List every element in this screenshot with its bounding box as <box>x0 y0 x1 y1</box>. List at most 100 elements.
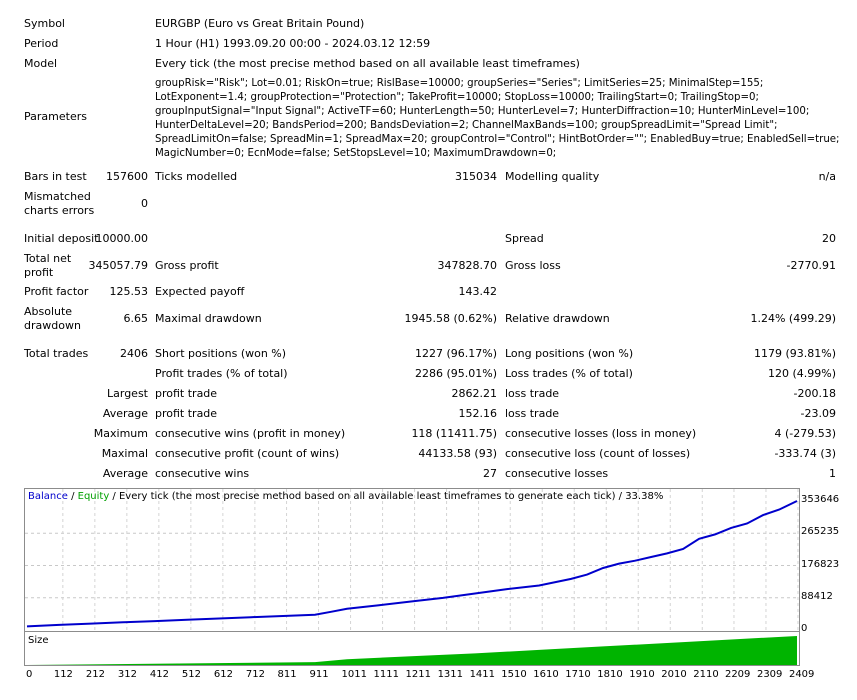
trades-label: Total trades <box>24 347 89 360</box>
mismatch-label-2: charts errors <box>24 204 95 217</box>
x-tick-label: 112 <box>53 669 73 680</box>
size-label: Size <box>28 635 49 646</box>
maximum-label: Maximum <box>93 427 148 440</box>
x-tick-label: 2309 <box>756 669 783 680</box>
short-value: 1227 (96.17%) <box>414 347 497 360</box>
spread-value: 20 <box>822 232 836 245</box>
bars-label: Bars in test <box>24 170 87 183</box>
x-tick-label: 1510 <box>501 669 527 680</box>
maxdd-value: 1945.58 (0.62%) <box>404 312 497 325</box>
y-tick-label: 0 <box>801 623 808 634</box>
x-tick-label: 312 <box>117 669 137 680</box>
x-tick-label: 1910 <box>629 669 655 680</box>
payoff-value: 143.42 <box>458 285 498 298</box>
average-profit-label: profit trade <box>155 407 218 420</box>
mismatch-label-1: Mismatched <box>24 190 91 203</box>
ticks-value: 315034 <box>455 170 497 183</box>
grossloss-value: -2770.91 <box>786 259 836 272</box>
y-tick-label: 88412 <box>801 590 833 602</box>
avg-wins-label: consecutive wins <box>155 467 250 480</box>
profittrades-label: Profit trades (% of total) <box>155 367 288 380</box>
maximal-profit-value: 44133.58 (93) <box>418 447 497 460</box>
symbol-label: Symbol <box>24 17 65 30</box>
legend-sep: / <box>67 491 78 502</box>
parameters-value: groupRisk="Risk"; Lot=0.01; RiskOn=true;… <box>155 78 840 159</box>
legend-equity: Equity <box>77 491 110 502</box>
quality-label: Modelling quality <box>505 170 600 183</box>
short-label: Short positions (won %) <box>155 347 287 360</box>
netprofit-label-2: profit <box>24 266 54 279</box>
profittrades-value: 2286 (95.01%) <box>414 367 497 380</box>
bars-value: 157600 <box>106 170 148 183</box>
long-label: Long positions (won %) <box>505 347 634 360</box>
losstrades-label: Loss trades (% of total) <box>505 367 633 380</box>
long-value: 1179 (93.81%) <box>753 347 836 360</box>
size-chart <box>24 631 800 666</box>
grossprofit-label: Gross profit <box>155 259 219 272</box>
chart-caption-rest: / Every tick (the most precise method ba… <box>109 491 664 502</box>
x-tick-label: 1311 <box>437 669 464 680</box>
avg-wins-value: 27 <box>483 467 497 480</box>
grossprofit-value: 347828.70 <box>437 259 498 272</box>
balance-chart <box>24 488 800 632</box>
x-tick-label: 1610 <box>533 669 559 680</box>
average-loss-label: loss trade <box>505 407 560 420</box>
x-tick-label: 1411 <box>469 669 496 680</box>
x-tick-label: 1810 <box>597 669 623 680</box>
x-tick-label: 212 <box>85 669 105 680</box>
maximal-profit-label: consecutive profit (count of wins) <box>155 447 340 460</box>
quality-value: n/a <box>818 170 836 183</box>
reldd-label: Relative drawdown <box>505 312 610 325</box>
x-tick-label: 712 <box>245 669 265 680</box>
largest-loss-label: loss trade <box>505 387 560 400</box>
x-tick-label: 1111 <box>373 669 399 680</box>
ticks-label: Ticks modelled <box>155 170 238 183</box>
largest-profit-label: profit trade <box>155 387 218 400</box>
size-chart-svg <box>27 636 797 665</box>
absdd-label-1: Absolute <box>24 305 73 318</box>
legend-balance: Balance <box>28 491 68 502</box>
x-tick-label: 2010 <box>661 669 687 680</box>
largest-label: Largest <box>107 387 148 400</box>
size-area-fill <box>27 636 797 665</box>
trades-value: 2406 <box>120 347 148 360</box>
symbol-value: EURGBP (Euro vs Great Britain Pound) <box>155 17 365 30</box>
x-tick-label: 612 <box>213 669 233 680</box>
average-loss-value: -23.09 <box>800 407 836 420</box>
period-value: 1 Hour (H1) 1993.09.20 00:00 - 2024.03.1… <box>155 37 431 50</box>
balance-chart-svg <box>25 489 799 631</box>
x-tick-label: 412 <box>149 669 169 680</box>
grossloss-label: Gross loss <box>505 259 561 272</box>
chart-caption: Balance / Equity / Every tick (the most … <box>28 491 663 502</box>
mismatch-value: 0 <box>141 197 148 210</box>
absdd-label-2: drawdown <box>24 319 81 332</box>
x-tick-label: 2409 <box>788 669 815 680</box>
maximal-label: Maximal <box>101 447 148 460</box>
netprofit-value: 345057.79 <box>88 259 149 272</box>
max-wins-value: 118 (11411.75) <box>411 427 497 440</box>
reldd-value: 1.24% (499.29) <box>750 312 836 325</box>
x-tick-label: 1211 <box>405 669 431 680</box>
average-label: Average <box>102 407 148 420</box>
x-tick-label: 512 <box>181 669 201 680</box>
payoff-label: Expected payoff <box>155 285 245 298</box>
pf-value: 125.53 <box>109 285 149 298</box>
y-tick-label: 176823 <box>801 558 840 570</box>
model-label: Model <box>24 57 58 70</box>
maximal-loss-label: consecutive loss (count of losses) <box>505 447 691 460</box>
max-losses-label: consecutive losses (loss in money) <box>505 427 697 440</box>
parameters-label: Parameters <box>24 110 87 123</box>
series-line-balance <box>26 500 798 628</box>
deposit-label: Initial deposit <box>24 232 99 245</box>
x-tick-label: 1710 <box>565 669 591 680</box>
losstrades-value: 120 (4.99%) <box>767 367 836 380</box>
largest-loss-value: -200.18 <box>793 387 836 400</box>
spread-label: Spread <box>505 232 544 245</box>
x-tick-label: 811 <box>277 669 297 680</box>
x-tick-label: 2209 <box>724 669 751 680</box>
max-losses-value: 4 (-279.53) <box>774 427 836 440</box>
average-profit-value: 152.16 <box>458 407 498 420</box>
y-tick-label: 265235 <box>801 526 840 538</box>
x-tick-label: 0 <box>26 669 33 680</box>
pf-label: Profit factor <box>24 285 89 298</box>
